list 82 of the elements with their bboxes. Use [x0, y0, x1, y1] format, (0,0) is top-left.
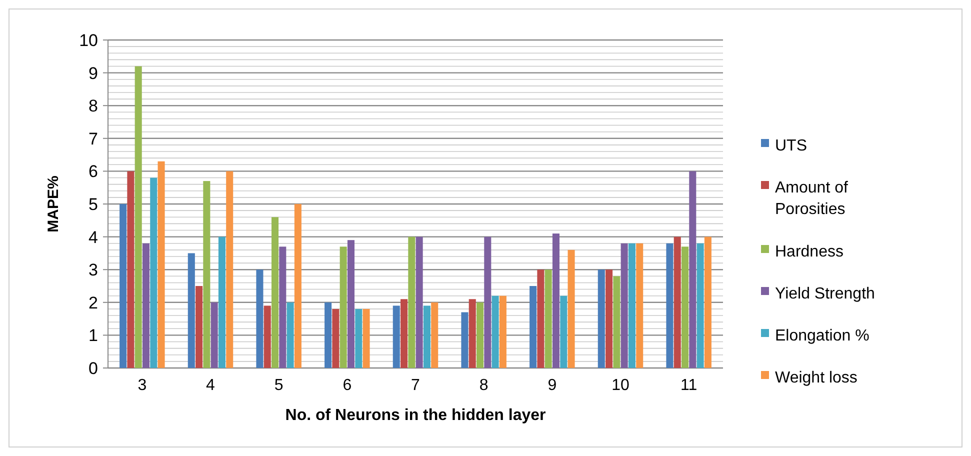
bar: [689, 171, 696, 368]
x-axis-title: No. of Neurons in the hidden layer: [285, 407, 546, 424]
bar: [142, 243, 150, 368]
bar: [324, 302, 332, 368]
bar: [196, 286, 203, 368]
bar: [340, 246, 347, 368]
x-tick-label: 10: [612, 377, 630, 394]
legend-label: Weight loss: [775, 370, 858, 387]
y-axis-title: MAPE%: [45, 176, 62, 232]
bar: [120, 204, 127, 368]
bar: [598, 270, 605, 368]
y-tick-label: 2: [88, 293, 98, 312]
legend-label: Yield Strength: [775, 286, 875, 303]
bar: [492, 296, 499, 368]
bar: [347, 240, 355, 368]
bar: [423, 306, 430, 368]
y-tick-label: 7: [88, 129, 98, 148]
x-tick-label: 11: [680, 377, 698, 394]
bar: [606, 270, 613, 368]
bar: [286, 302, 294, 368]
x-tick-label: 5: [274, 377, 284, 394]
bar: [636, 243, 644, 368]
bar: [218, 236, 226, 368]
bar: [628, 243, 636, 368]
bar: [537, 270, 544, 368]
x-tick-label: 4: [206, 377, 216, 394]
bar: [431, 302, 438, 368]
y-tick-label: 5: [88, 194, 98, 214]
bar: [544, 270, 552, 368]
bar: [355, 308, 362, 368]
bar: [704, 236, 712, 368]
x-tick-label: 9: [548, 377, 557, 394]
y-tick-label: 4: [88, 228, 98, 247]
bar: [620, 243, 628, 368]
y-tick-label: 0: [88, 358, 98, 378]
bar: [408, 236, 416, 368]
y-tick-label: 10: [79, 30, 98, 50]
bar: [476, 302, 484, 368]
bar: [271, 217, 279, 368]
bar: [332, 308, 340, 368]
bar: [530, 286, 537, 368]
x-tick-label: 6: [342, 377, 352, 394]
bar: [552, 234, 560, 368]
legend-label: Elongation %: [775, 328, 870, 345]
bar: [674, 236, 681, 368]
bar: [158, 161, 165, 368]
bar: [499, 296, 506, 368]
bar: [150, 178, 158, 368]
y-tick-label: 1: [88, 326, 98, 346]
y-tick-label: 8: [88, 96, 98, 116]
bar: [560, 296, 568, 368]
bar: [392, 306, 400, 368]
bar: [362, 308, 370, 368]
bar: [134, 66, 142, 368]
bar: [681, 246, 689, 368]
bar: [400, 299, 408, 368]
legend-label: Hardness: [775, 244, 844, 261]
y-tick-label: 6: [88, 162, 98, 182]
x-tick-label: 7: [411, 377, 420, 394]
x-tick-label: 8: [479, 377, 488, 394]
bar: [210, 302, 218, 368]
bar: [203, 181, 210, 368]
legend-label: Amount of Porosities: [775, 180, 848, 218]
bar: [461, 312, 468, 368]
bar: [613, 276, 620, 368]
bar: [468, 299, 476, 368]
bar: [127, 171, 134, 368]
x-tick-label: 3: [138, 377, 147, 394]
bar: [264, 306, 271, 368]
bar: [279, 246, 286, 368]
bar: [416, 236, 423, 368]
bar: [226, 171, 234, 368]
y-tick-label: 3: [88, 260, 98, 280]
bar: [294, 204, 302, 368]
bar: [256, 270, 264, 368]
legend-label: UTS: [775, 138, 807, 155]
bar: [484, 236, 492, 368]
y-tick-label: 9: [88, 64, 98, 83]
bar: [696, 243, 704, 368]
bar: [568, 250, 575, 368]
bar: [188, 253, 195, 368]
bar: [666, 243, 674, 368]
